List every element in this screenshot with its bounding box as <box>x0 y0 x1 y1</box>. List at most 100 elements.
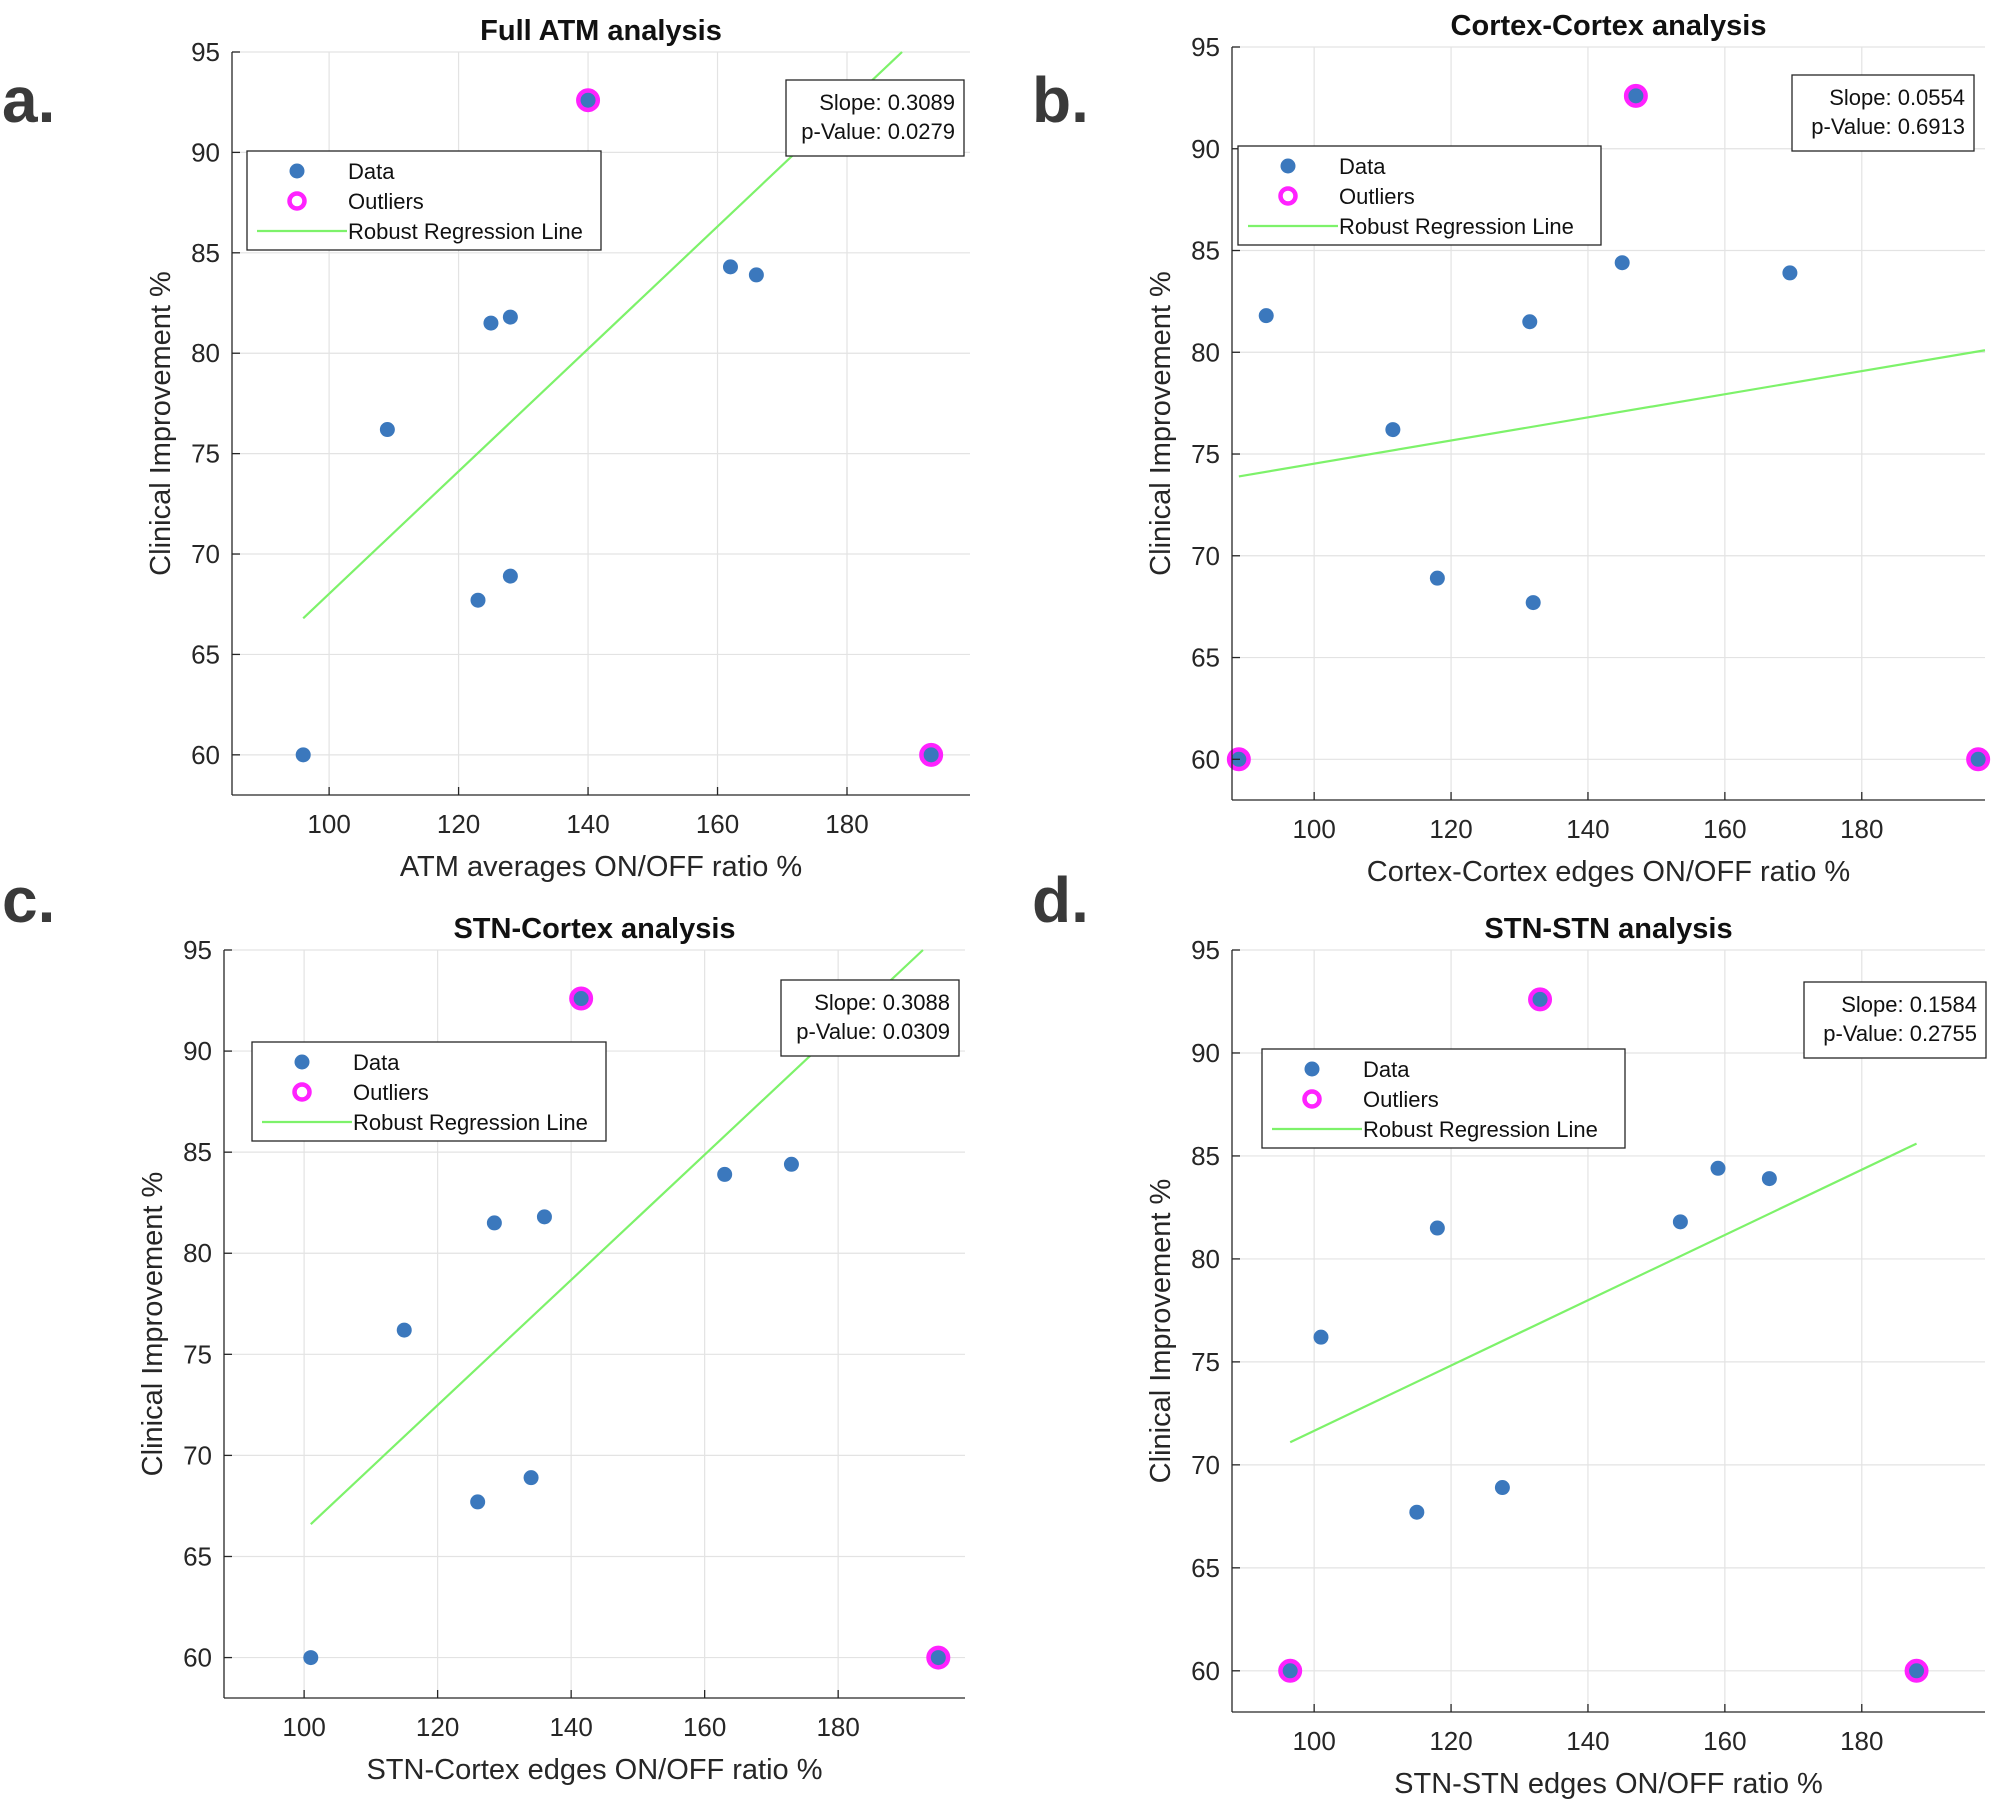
data-point <box>379 422 395 438</box>
data-point <box>1532 991 1548 1007</box>
points-layer <box>303 986 951 1670</box>
y-tick-label: 90 <box>183 1036 212 1066</box>
data-point <box>1628 88 1644 104</box>
legend-label-data: Data <box>1339 154 1386 179</box>
stats-frame <box>1803 981 1987 1059</box>
axes: 100 120 140 160 180 60 65 70 75 80 85 90 95 <box>1191 32 1985 844</box>
data-point <box>748 267 764 283</box>
regression-layer <box>1238 349 1986 478</box>
legend-outlier-ring <box>292 1082 312 1102</box>
legend-label-data: Data <box>353 1050 400 1075</box>
y-tick-label: 75 <box>191 439 220 469</box>
stats-frame <box>785 79 965 157</box>
x-tick-label: 120 <box>1429 1726 1472 1756</box>
x-tick-label: 120 <box>416 1712 459 1742</box>
y-tick-label: 85 <box>183 1137 212 1167</box>
legend-label-regression: Robust Regression Line <box>1339 214 1574 239</box>
p-value-text: p-Value: 0.0279 <box>801 119 955 144</box>
outlier-point <box>1623 83 1648 108</box>
y-tick-label: 70 <box>1191 1450 1220 1480</box>
data-point <box>502 309 518 325</box>
data-point <box>470 592 486 608</box>
legend-data-dot <box>1280 158 1296 174</box>
y-tick-label: 80 <box>191 338 220 368</box>
data-point <box>1494 1480 1510 1496</box>
y-tick-label: 70 <box>1191 541 1220 571</box>
data-point <box>470 1494 486 1510</box>
chart-cortex-cortex: 100 120 140 160 180 60 65 70 75 80 85 90 95 Cortex-C… <box>1145 10 1991 888</box>
y-tick-label: 80 <box>1191 1244 1220 1274</box>
legend-outlier-symbol <box>1278 186 1298 206</box>
legend-data-symbol <box>289 163 305 179</box>
regression-line <box>1238 349 1986 478</box>
stats-frame <box>1791 74 1975 152</box>
p-value-text: p-Value: 0.2755 <box>1823 1021 1977 1046</box>
stats-frame <box>780 979 960 1057</box>
legend-data-dot <box>294 1054 310 1070</box>
x-tick-label: 180 <box>1840 814 1883 844</box>
data-point <box>1614 255 1630 271</box>
data-point <box>1313 1329 1329 1345</box>
legend-label-outliers: Outliers <box>353 1080 429 1105</box>
data-point <box>1282 1663 1298 1679</box>
y-tick-label: 70 <box>191 539 220 569</box>
data-point <box>1782 265 1798 281</box>
legend-data-symbol <box>1280 158 1296 174</box>
legend-outlier-symbol <box>1302 1089 1322 1109</box>
legend-label-regression: Robust Regression Line <box>353 1110 588 1135</box>
legend-outlier-symbol <box>287 191 307 211</box>
data-point <box>502 568 518 584</box>
x-axis-label: STN-Cortex edges ON/OFF ratio % <box>366 1754 822 1786</box>
x-tick-label: 100 <box>1292 814 1335 844</box>
legend-label-outliers: Outliers <box>1363 1087 1439 1112</box>
chart-full-atm: 100 120 140 160 180 60 65 70 75 80 85 90 95 Full ATM… <box>145 15 970 883</box>
x-axis-label: ATM averages ON/OFF ratio % <box>400 851 802 883</box>
y-axis-label: Clinical Improvement % <box>145 271 177 576</box>
legend: Data Outliers Robust Regression Line <box>251 1041 607 1142</box>
stats-box: Slope: 0.1584 p-Value: 0.2755 <box>1803 981 1987 1059</box>
chart-title: STN-Cortex analysis <box>453 913 735 945</box>
data-point <box>1909 1663 1925 1679</box>
legend-data-dot <box>289 163 305 179</box>
data-point <box>1429 1220 1445 1236</box>
data-point <box>1672 1214 1688 1230</box>
axes: 100 120 140 160 180 60 65 70 75 80 85 90 95 <box>183 935 965 1742</box>
data-point <box>573 991 589 1007</box>
y-axis-label: Clinical Improvement % <box>137 1172 169 1477</box>
points-layer <box>1226 83 1991 772</box>
legend: Data Outliers Robust Regression Line <box>1237 145 1602 246</box>
x-tick-label: 140 <box>1566 1726 1609 1756</box>
x-tick-label: 160 <box>1703 814 1746 844</box>
x-tick-label: 100 <box>282 1712 325 1742</box>
legend-label-regression: Robust Regression Line <box>1363 1117 1598 1142</box>
y-tick-label: 75 <box>1191 439 1220 469</box>
legend-outlier-symbol <box>292 1082 312 1102</box>
y-tick-label: 65 <box>1191 1553 1220 1583</box>
y-tick-label: 65 <box>183 1541 212 1571</box>
slope-text: Slope: 0.3089 <box>819 90 955 115</box>
y-tick-label: 85 <box>1191 236 1220 266</box>
points-layer <box>1278 987 1929 1683</box>
x-tick-label: 140 <box>1566 814 1609 844</box>
data-point <box>1522 314 1538 330</box>
legend-label-regression: Robust Regression Line <box>348 219 583 244</box>
data-point <box>923 747 939 763</box>
legend: Data Outliers Robust Regression Line <box>1261 1048 1626 1149</box>
x-tick-label: 180 <box>825 809 868 839</box>
y-tick-label: 95 <box>1191 32 1220 62</box>
outlier-point <box>926 1645 951 1670</box>
axes: 100 120 140 160 180 60 65 70 75 80 85 90 95 <box>1191 935 1985 1756</box>
data-point <box>1429 570 1445 586</box>
y-tick-label: 75 <box>183 1339 212 1369</box>
p-value-text: p-Value: 0.0309 <box>796 1019 950 1044</box>
legend-outlier-ring <box>1278 186 1298 206</box>
legend-data-symbol <box>294 1054 310 1070</box>
legend-box <box>1261 1048 1626 1149</box>
y-axis-label: Clinical Improvement % <box>1145 271 1177 576</box>
panel-letter-b: b. <box>1032 64 1089 136</box>
legend-data-symbol <box>1304 1061 1320 1077</box>
x-axis-label: Cortex-Cortex edges ON/OFF ratio % <box>1367 856 1850 888</box>
data-point <box>486 1215 502 1231</box>
legend-outlier-ring <box>1302 1089 1322 1109</box>
